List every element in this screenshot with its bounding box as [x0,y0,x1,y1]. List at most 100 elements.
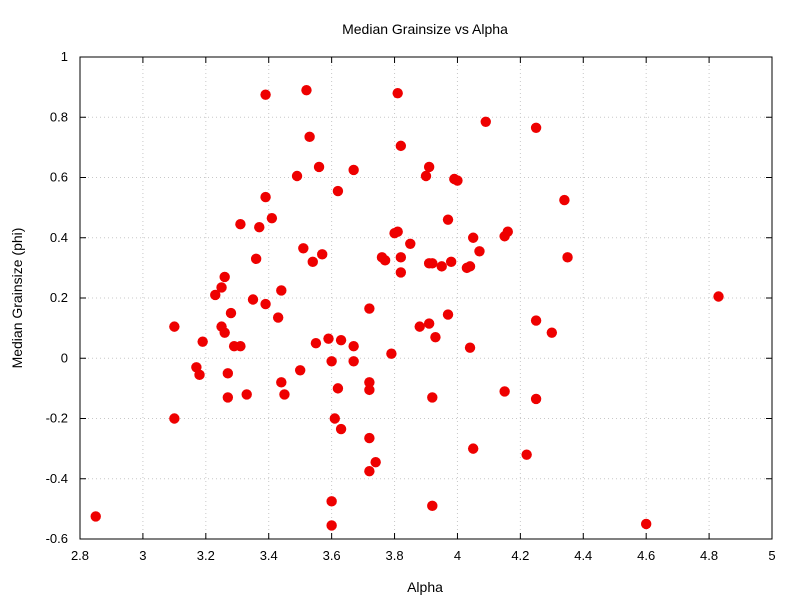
data-point [276,285,287,296]
data-point [414,321,425,332]
data-point [194,369,205,381]
data-point [241,389,252,400]
data-point [317,249,328,260]
data-point [348,164,359,176]
y-tick-label: -0.2 [46,411,68,426]
data-point [272,312,284,323]
data-point [335,334,347,346]
y-axis-label: Median Grainsize (phi) [9,228,25,369]
data-point [452,175,463,186]
y-tick-label: 0.8 [50,109,68,124]
data-point [219,271,230,283]
data-point [467,443,479,454]
data-point [294,365,306,376]
data-point [235,218,246,230]
data-point [436,261,447,272]
y-tick-label: 0 [61,350,68,365]
data-point [335,423,347,435]
data-point [326,520,337,531]
data-point [313,161,325,173]
x-tick-label: 2.8 [71,548,89,563]
data-point [197,336,208,347]
data-point [304,131,315,143]
data-point [169,413,180,424]
x-tick-label: 4.6 [637,548,655,563]
x-tick-label: 4.2 [511,548,529,563]
data-point [521,449,532,460]
data-point [235,341,246,352]
data-point [395,267,407,278]
y-tick-labels: -0.6 -0.4 -0.2 0 0.2 0.4 0.6 0.8 1 [46,49,68,546]
data-point [427,258,438,269]
y-tick-label: 0.4 [50,230,68,245]
data-point [427,392,438,403]
data-point [364,384,375,396]
data-point [260,89,271,100]
data-point [90,511,101,522]
data-point [169,321,180,332]
data-point [298,243,309,254]
x-tick-label: 3 [139,548,146,563]
x-tick-label: 3.6 [323,548,341,563]
data-point [467,232,479,243]
data-point [225,307,237,319]
data-point [386,348,397,359]
data-point [247,294,259,305]
data-point [276,377,287,388]
y-tick-label: 0.2 [50,290,68,305]
chart-title: Median Grainsize vs Alpha [342,21,508,37]
x-axis-label: Alpha [407,579,443,595]
data-point [379,255,391,266]
data-point [326,496,337,507]
data-point [260,298,271,310]
x-tick-label: 5 [768,548,775,563]
y-tick-label: 1 [61,49,68,64]
y-tick-label: -0.6 [46,531,68,546]
data-point [279,389,290,400]
data-point [370,456,381,468]
data-point [474,246,485,257]
data-point [323,333,334,344]
data-points [90,84,724,531]
data-point [530,122,542,133]
data-point [502,226,513,237]
data-point [445,256,457,268]
data-point [348,341,359,352]
data-point [423,161,435,173]
data-point [326,356,337,367]
data-point [222,368,234,379]
data-point [364,377,375,388]
x-tick-label: 3.2 [197,548,215,563]
data-point [530,315,542,326]
data-point [310,337,322,349]
data-point [395,140,407,152]
data-point [392,87,403,99]
data-point [216,282,227,293]
data-point [260,191,271,203]
x-tick-label: 3.4 [260,548,278,563]
x-tick-label: 4.4 [574,548,592,563]
data-point [364,432,375,444]
axis-ticks [79,56,773,540]
grid [79,56,773,540]
x-tick-label: 4.8 [700,548,718,563]
data-point [464,261,476,272]
data-point [559,194,570,206]
data-point [219,327,230,338]
data-point [250,253,262,265]
y-tick-label: 0.6 [50,170,68,185]
data-point [713,291,724,302]
data-point [430,331,441,343]
data-point [546,327,558,338]
data-point [427,500,438,512]
data-point [530,393,542,405]
y-tick-label: -0.4 [46,471,68,486]
data-point [301,84,312,96]
data-point [640,518,652,530]
data-point [210,289,221,301]
x-tick-label: 4 [454,548,461,563]
data-point [266,212,278,224]
x-tick-labels: 2.8 3 3.2 3.4 3.6 3.8 4 4.2 4.4 4.6 4.8 5 [71,548,776,563]
